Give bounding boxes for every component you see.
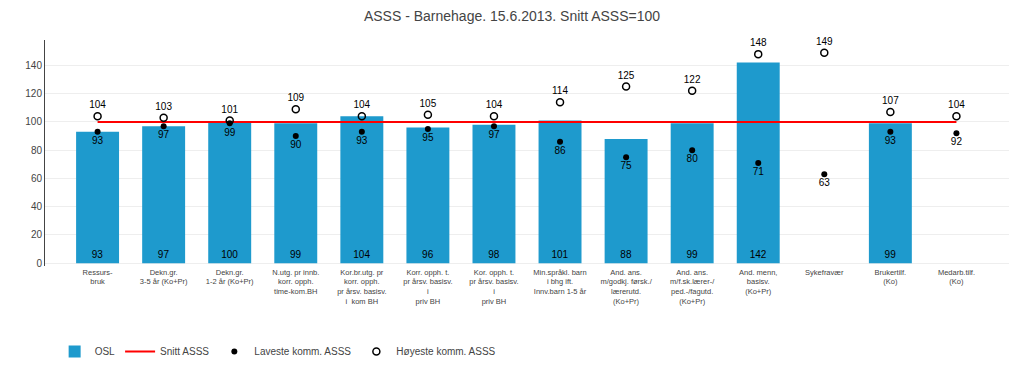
svg-text:100: 100 [25, 116, 42, 127]
svg-text:Brukertilf.(Ko): Brukertilf.(Ko) [875, 268, 907, 287]
svg-text:99: 99 [885, 249, 897, 260]
svg-text:Snitt ASSS: Snitt ASSS [160, 346, 209, 357]
svg-text:90: 90 [290, 139, 302, 150]
svg-text:40: 40 [31, 201, 43, 212]
svg-text:ASSS - Barnehage. 15.6.2013. S: ASSS - Barnehage. 15.6.2013. Snitt ASSS=… [364, 8, 660, 24]
svg-text:100: 100 [221, 249, 238, 260]
svg-text:104: 104 [89, 99, 106, 110]
svg-text:80: 80 [687, 153, 699, 164]
svg-text:Min.språkl. barni bhg ift.Innv: Min.språkl. barni bhg ift.Innv.barn 1-5 … [533, 268, 586, 297]
svg-text:101: 101 [551, 249, 568, 260]
svg-text:120: 120 [25, 88, 42, 99]
svg-text:96: 96 [422, 249, 434, 260]
svg-text:105: 105 [420, 98, 437, 109]
svg-text:Laveste komm. ASSS: Laveste komm. ASSS [254, 346, 351, 357]
svg-text:75: 75 [621, 160, 633, 171]
svg-text:109: 109 [287, 92, 304, 103]
svg-text:142: 142 [750, 249, 767, 260]
svg-text:Dekn.gr.1-2 år (Ko+Pr): Dekn.gr.1-2 år (Ko+Pr) [206, 268, 254, 287]
svg-text:99: 99 [224, 127, 236, 138]
svg-text:122: 122 [684, 74, 701, 85]
svg-text:103: 103 [155, 101, 172, 112]
svg-text:Kor.br.utg. prkorr. opph.pr år: Kor.br.utg. prkorr. opph.pr årsv. basisv… [337, 268, 386, 306]
svg-text:0: 0 [36, 258, 42, 269]
svg-text:99: 99 [290, 249, 302, 260]
svg-text:Høyeste komm. ASSS: Høyeste komm. ASSS [396, 346, 495, 357]
svg-text:97: 97 [488, 129, 500, 140]
svg-text:88: 88 [620, 249, 632, 260]
svg-text:Medarb.tilf.(Ko): Medarb.tilf.(Ko) [938, 268, 975, 287]
svg-text:93: 93 [885, 135, 897, 146]
svg-text:114: 114 [552, 85, 568, 96]
svg-text:149: 149 [816, 36, 833, 47]
svg-text:And. ans.m/f.sk.lærer-/ped.-/f: And. ans.m/f.sk.lærer-/ped.-/fagutd.(Ko+… [670, 268, 715, 306]
svg-text:104: 104 [353, 99, 370, 110]
svg-text:97: 97 [158, 249, 170, 260]
svg-text:71: 71 [753, 166, 765, 177]
svg-text:Ressurs-bruk: Ressurs-bruk [83, 268, 114, 287]
svg-text:Kor. opph. t.pr årsv. basisv.i: Kor. opph. t.pr årsv. basisv.ipriv BH [469, 268, 518, 306]
svg-text:99: 99 [686, 249, 698, 260]
svg-text:86: 86 [554, 145, 566, 156]
svg-text:98: 98 [488, 249, 500, 260]
svg-text:107: 107 [882, 95, 899, 106]
svg-text:95: 95 [422, 132, 434, 143]
svg-text:140: 140 [25, 60, 42, 71]
svg-text:104: 104 [948, 99, 965, 110]
svg-text:20: 20 [31, 229, 43, 240]
svg-text:125: 125 [618, 70, 635, 81]
svg-text:60: 60 [31, 173, 43, 184]
svg-text:93: 93 [92, 135, 104, 146]
svg-text:92: 92 [951, 136, 963, 147]
svg-text:101: 101 [221, 104, 238, 115]
svg-text:93: 93 [92, 249, 104, 260]
svg-text:N.utg. pr innb.korr. opph.time: N.utg. pr innb.korr. opph.time-kom.BH [272, 268, 319, 297]
svg-text:104: 104 [486, 99, 503, 110]
svg-text:104: 104 [353, 249, 370, 260]
svg-text:148: 148 [750, 37, 767, 48]
svg-text:93: 93 [356, 135, 368, 146]
svg-text:97: 97 [158, 129, 170, 140]
svg-text:63: 63 [819, 177, 831, 188]
svg-text:OSL: OSL [95, 346, 115, 357]
svg-text:And. ans.m/godkj. førsk./lærer: And. ans.m/godkj. førsk./lærerutd.(Ko+Pr… [600, 268, 652, 306]
svg-text:And. menn,basisv.(Ko+Pr): And. menn,basisv.(Ko+Pr) [739, 268, 777, 297]
svg-text:Dekn.gr.3-5 år (Ko+Pr): Dekn.gr.3-5 år (Ko+Pr) [140, 268, 188, 287]
svg-text:Korr. opph. t.pr årsv. basisv.: Korr. opph. t.pr årsv. basisv.ipriv BH [403, 268, 452, 306]
svg-text:Sykefravær: Sykefravær [805, 268, 844, 277]
svg-text:80: 80 [31, 145, 43, 156]
